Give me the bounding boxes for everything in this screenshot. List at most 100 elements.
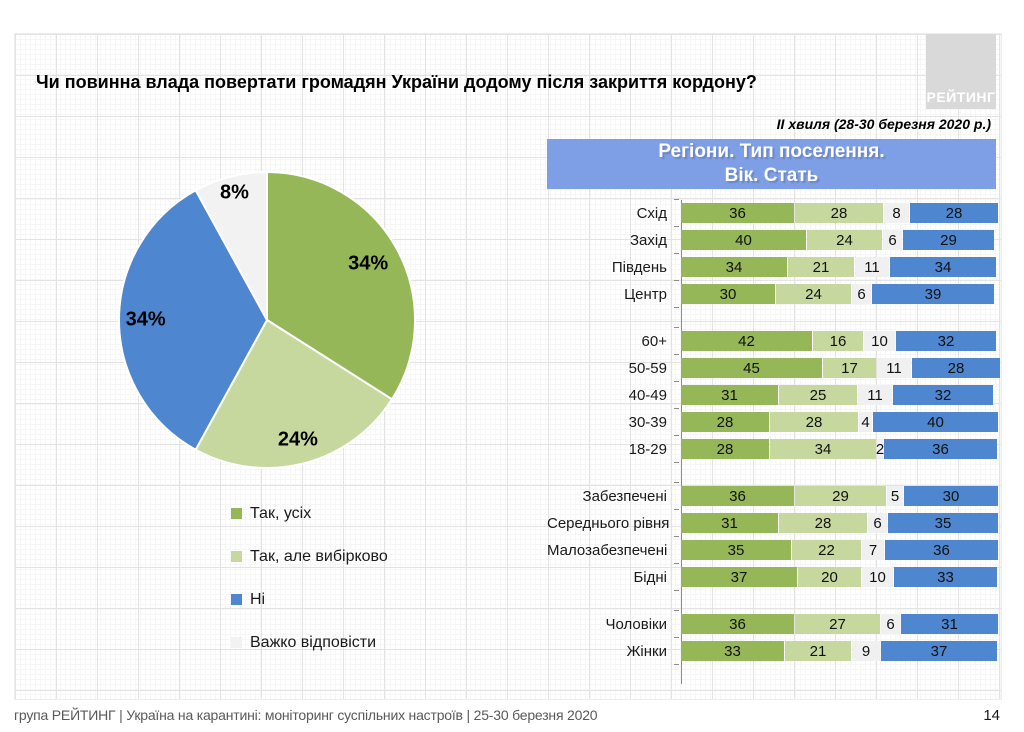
pie-legend: Так, усіх Так, але вибірково Ні Важко відпо… [231,505,388,677]
pie-slice [194,318,394,469]
pie-slice [118,188,269,452]
legend-swatch [231,594,242,605]
bar-segment-value: 33 [937,568,954,586]
bar-stack: 40 24 6 29 [674,226,994,250]
bar-segment-value: 8 [892,204,901,222]
bar-stack: 34 21 11 34 [674,253,996,277]
rating-logo-text: РЕЙТИНГ [926,89,996,105]
bar-group: Чоловіки 36 27 6 31 Жінки 33 21 9 37 [547,610,1002,665]
bar-row-label: Схід [636,204,667,222]
bar-segment-value: 27 [829,615,846,633]
bar-segment: 39 [872,284,994,304]
slide-canvas: РЕЙТИНГ Чи повинна влада повертати грома… [14,33,1002,700]
bar-row: 40-49 31 25 11 32 [547,381,1002,405]
bar-segment-value: 4 [861,413,870,431]
legend-item: Ні [231,591,388,608]
bar-segment: 33 [681,641,784,661]
bar-segment-value: 31 [941,615,958,633]
bar-segment: 21 [785,641,851,661]
bar-segment-value: 11 [864,258,880,276]
bar-segment: 36 [681,203,794,223]
bar-segment-value: 37 [930,642,948,660]
bar-segment-value: 24 [836,231,853,249]
bar-segment-value: 28 [947,359,965,377]
bar-segment: 28 [779,513,867,533]
bar-stack: 33 21 9 37 [674,637,997,665]
bar-segment-value: 34 [725,258,743,276]
bar-segment: 11 [877,358,911,378]
bar-stack: 36 27 6 31 [674,610,998,634]
bar-stack: 35 22 7 36 [674,536,998,560]
bar-segment-value: 36 [932,440,949,458]
wave-note: ІІ хвиля (28-30 березня 2020 р.) [776,116,991,132]
rating-logo: РЕЙТИНГ [926,34,996,109]
bar-segment: 45 [681,358,822,378]
legend-swatch [231,551,242,562]
bar-segment-value: 34 [934,258,952,276]
bar-row-label: Малозабезпечені [547,541,668,559]
bar-segment-value: 17 [841,359,858,377]
bar-row: 50-59 45 17 11 28 [547,354,1002,378]
slide-title: Чи повинна влада повертати громадян Укра… [36,72,757,92]
stacked-bar-chart: Схід 36 28 8 28 Захід 40 24 6 29 Південь 34 21 11 34 Це… [547,199,1002,688]
bar-segment-value: 10 [871,332,888,350]
bar-segment: 28 [681,412,769,432]
bar-segment: 30 [904,486,998,506]
bar-row: Малозабезпечені 35 22 7 36 [547,536,1002,560]
bar-segment: 24 [807,230,882,250]
bar-segment-value: 36 [729,615,746,633]
pie-chart: 34% 24% 34% 8% [116,169,418,471]
bar-stack: 36 28 8 28 [674,199,998,223]
bar-segment: 6 [852,284,871,304]
bar-segment: 40 [873,412,998,432]
bar-segment: 36 [884,439,997,459]
bar-row: Центр 30 24 6 39 [547,280,1002,308]
bar-segment-value: 21 [809,642,827,660]
bar-row-label: 40-49 [628,386,667,404]
bar-segment-value: 30 [942,487,960,505]
bar-segment: 11 [855,257,889,277]
bar-segment-value: 42 [738,332,755,350]
bar-row: Чоловіки 36 27 6 31 [547,610,1002,634]
bar-segment: 31 [901,614,998,634]
bar-segment: 40 [681,230,806,250]
bar-segment-value: 36 [729,487,746,505]
bar-segment: 32 [896,331,996,351]
bar-row-label: Жінки [626,642,667,660]
slide-footer: група РЕЙТИНГ | Україна на карантині: мо… [14,700,1002,730]
bar-segment-value: 21 [812,258,830,276]
bar-row-label: 18-29 [628,440,667,458]
bar-row-label: Захід [630,231,667,249]
bar-row: Забезпечені 36 29 5 30 [547,482,1002,506]
bar-stack: 37 20 10 33 [674,563,997,591]
bar-segment: 6 [881,614,900,634]
legend-label: Так, усіх [250,504,312,522]
bar-segment: 28 [912,358,1000,378]
bar-segment: 28 [770,412,858,432]
bar-segment: 35 [681,540,791,560]
legend-item: Так, усіх [231,505,388,522]
pie-svg [118,170,416,469]
legend-swatch [231,637,242,648]
bar-segment-value: 24 [805,285,822,303]
bar-segment-value: 28 [945,204,963,222]
bar-segment-value: 35 [934,514,952,532]
bar-segment: 29 [795,486,886,506]
bar-segment-value: 28 [814,514,832,532]
bar-row-label: 50-59 [628,359,667,377]
bar-segment: 11 [858,385,892,405]
bar-segment: 6 [868,513,887,533]
bar-row: 18-29 28 34 2 36 [547,435,1002,463]
bar-segment: 20 [798,567,861,587]
bar-segment: 10 [864,331,895,351]
bar-segment: 28 [795,203,883,223]
bar-segment: 31 [681,513,778,533]
bar-segment-value: 9 [861,642,871,660]
bar-segment-value: 45 [743,359,760,377]
bar-row-label: Чоловіки [605,615,667,633]
bar-segment: 32 [893,385,993,405]
bar-segment-value: 6 [873,514,882,532]
bar-segment: 37 [681,567,797,587]
bar-segment: 25 [779,385,857,405]
bar-segment-value: 16 [829,332,847,350]
